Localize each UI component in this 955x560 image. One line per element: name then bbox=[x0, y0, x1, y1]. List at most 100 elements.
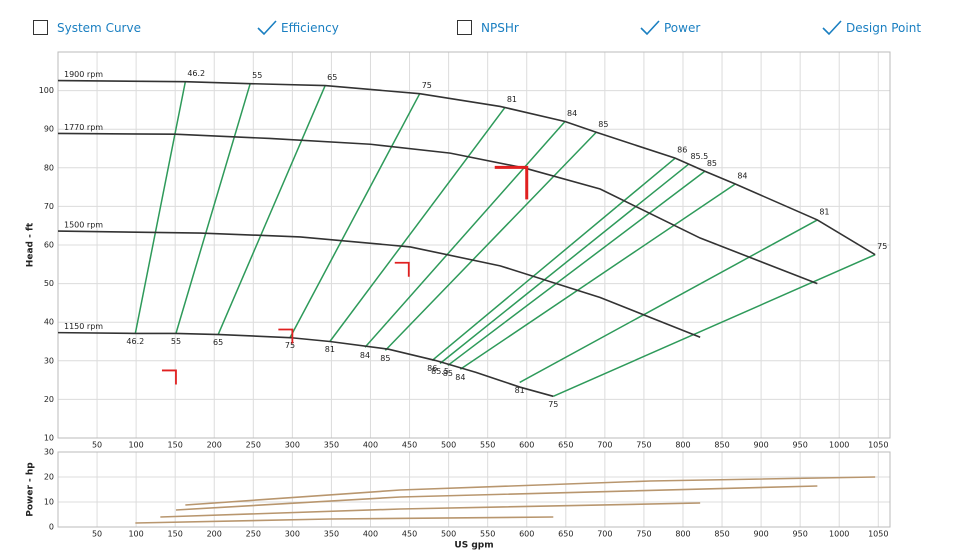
curve bbox=[160, 502, 701, 518]
series-label: 1500 rpm bbox=[64, 221, 103, 230]
x-tick-label: 900 bbox=[753, 441, 768, 450]
efficiency-line bbox=[134, 81, 187, 334]
x-tick-label: 850 bbox=[714, 441, 729, 450]
toggle[interactable]: Efficiency bbox=[257, 20, 339, 36]
efficiency-label: 55 bbox=[171, 337, 181, 346]
efficiency-label: 75 bbox=[877, 242, 887, 251]
y-tick-label: 80 bbox=[44, 163, 54, 172]
x-tick-label: 700 bbox=[597, 441, 612, 450]
toolbar: System Curve Efficiency NPSHr Power Design P… bbox=[0, 0, 955, 50]
efficiency-label: 84 bbox=[567, 109, 577, 118]
efficiency-label: 75 bbox=[548, 400, 558, 409]
efficiency-label: 86 bbox=[677, 146, 687, 155]
efficiency-label: 85.5 bbox=[690, 152, 708, 161]
x-tick-label: 1000 bbox=[829, 441, 849, 450]
efficiency-line bbox=[552, 253, 876, 397]
y-tick-label: 30 bbox=[44, 448, 54, 457]
toggle-label: NPSHr bbox=[481, 20, 519, 35]
efficiency-label: 85 bbox=[707, 159, 717, 168]
x-tick-label: 800 bbox=[675, 530, 690, 539]
efficiency-line bbox=[175, 83, 251, 334]
efficiency-label: 46.2 bbox=[187, 69, 205, 78]
x-tick-label: 600 bbox=[519, 530, 534, 539]
series-label: 1770 rpm bbox=[64, 123, 103, 132]
plot-border bbox=[57, 451, 891, 528]
speed-point bbox=[161, 369, 177, 385]
x-tick-label: 350 bbox=[324, 441, 339, 450]
x-tick-label: 1000 bbox=[829, 530, 849, 539]
curve bbox=[135, 516, 554, 524]
plot-border bbox=[57, 51, 891, 439]
series-label: 1150 rpm bbox=[64, 322, 103, 331]
x-tick-label: 300 bbox=[285, 530, 300, 539]
x-tick-label: 150 bbox=[168, 530, 183, 539]
check-icon bbox=[640, 20, 660, 36]
curve bbox=[185, 476, 876, 506]
curve bbox=[57, 331, 554, 398]
efficiency-label: 55 bbox=[252, 71, 262, 80]
x-axis-title: US gpm bbox=[454, 541, 493, 551]
x-tick-label: 250 bbox=[246, 530, 261, 539]
x-tick-label: 950 bbox=[793, 441, 808, 450]
toggle[interactable]: System Curve bbox=[33, 20, 141, 35]
efficiency-label: 86 bbox=[427, 364, 437, 373]
x-tick-label: 650 bbox=[558, 530, 573, 539]
speed-point bbox=[278, 328, 294, 344]
x-tick-label: 700 bbox=[597, 530, 612, 539]
checkbox bbox=[33, 20, 48, 35]
y-tick-label: 10 bbox=[44, 434, 54, 443]
y-tick-label: 100 bbox=[39, 86, 54, 95]
efficiency-line bbox=[447, 170, 706, 367]
speed-point bbox=[394, 261, 410, 277]
efficiency-line bbox=[519, 219, 818, 384]
x-tick-label: 650 bbox=[558, 441, 573, 450]
efficiency-line bbox=[289, 93, 421, 338]
efficiency-label: 81 bbox=[819, 207, 829, 216]
x-tick-label: 850 bbox=[714, 530, 729, 539]
toggle[interactable]: NPSHr bbox=[457, 20, 519, 35]
y-tick-label: 30 bbox=[44, 356, 54, 365]
x-tick-label: 450 bbox=[402, 530, 417, 539]
efficiency-label: 81 bbox=[515, 386, 525, 395]
y-tick-label: 40 bbox=[44, 318, 54, 327]
x-tick-label: 500 bbox=[441, 530, 456, 539]
toggle-label: Efficiency bbox=[281, 21, 339, 35]
x-tick-label: 900 bbox=[753, 530, 768, 539]
x-tick-label: 50 bbox=[92, 530, 102, 539]
x-tick-label: 350 bbox=[324, 530, 339, 539]
efficiency-line bbox=[431, 157, 676, 361]
x-tick-label: 50 bbox=[92, 441, 102, 450]
x-tick-label: 1050 bbox=[868, 530, 888, 539]
efficiency-line bbox=[329, 107, 506, 342]
x-tick-label: 400 bbox=[363, 530, 378, 539]
efficiency-line bbox=[384, 131, 597, 351]
x-tick-label: 750 bbox=[636, 441, 651, 450]
curve bbox=[57, 79, 876, 256]
x-tick-label: 150 bbox=[168, 441, 183, 450]
toggle-label: Design Point bbox=[846, 21, 922, 35]
efficiency-label: 84 bbox=[455, 373, 465, 382]
x-tick-label: 250 bbox=[246, 441, 261, 450]
x-tick-label: 600 bbox=[519, 441, 534, 450]
x-tick-label: 100 bbox=[128, 441, 143, 450]
toggle[interactable]: Power bbox=[640, 20, 700, 36]
toggle[interactable]: Design Point bbox=[822, 20, 921, 36]
efficiency-label: 85 bbox=[380, 354, 390, 363]
x-tick-label: 200 bbox=[207, 441, 222, 450]
efficiency-label: 81 bbox=[325, 345, 335, 354]
y-tick-label: 70 bbox=[44, 202, 54, 211]
x-tick-label: 800 bbox=[675, 441, 690, 450]
curve bbox=[175, 485, 818, 511]
x-tick-label: 950 bbox=[793, 530, 808, 539]
efficiency-label: 46.2 bbox=[126, 337, 144, 346]
y-tick-label: 20 bbox=[44, 473, 54, 482]
efficiency-label: 84 bbox=[737, 172, 747, 181]
y-tick-label: 10 bbox=[44, 498, 54, 507]
y-tick-label: 20 bbox=[44, 395, 54, 404]
curve bbox=[57, 132, 818, 285]
x-tick-label: 750 bbox=[636, 530, 651, 539]
efficiency-line bbox=[459, 183, 736, 370]
efficiency-line bbox=[217, 85, 326, 335]
check-icon bbox=[822, 20, 842, 36]
